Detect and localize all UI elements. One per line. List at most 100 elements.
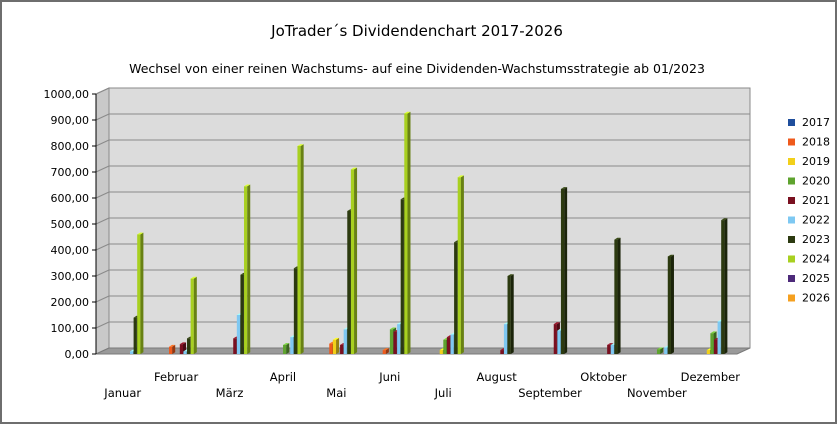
bar-front	[137, 234, 141, 354]
legend-label: 2025	[802, 272, 830, 285]
legend-label: 2018	[802, 136, 830, 149]
bar-front	[329, 343, 333, 354]
floor	[95, 347, 751, 355]
category-label: Februar	[154, 370, 198, 384]
bar-front	[350, 169, 355, 354]
bar-side	[564, 187, 568, 354]
bar-top	[382, 348, 389, 351]
category-label: Juli	[434, 386, 452, 400]
legend-item: 2025	[788, 272, 830, 285]
bar-2020-April	[283, 343, 290, 354]
bar-2024-April	[297, 144, 304, 354]
bar-front	[190, 278, 194, 354]
y-tick-label: 600,00	[51, 192, 90, 205]
bar-front	[236, 315, 241, 354]
bar-top	[507, 274, 514, 276]
chart-title: JoTrader´s Dividendenchart 2017-2026	[270, 22, 563, 40]
bar-front	[233, 338, 237, 354]
bar-front	[187, 338, 191, 354]
bar-front	[614, 239, 618, 354]
bar-front	[293, 268, 298, 354]
bar-top	[190, 276, 197, 279]
bar-top	[656, 347, 664, 350]
bar-top	[710, 331, 717, 334]
bar-2024-Juli	[457, 175, 464, 354]
category-label: Dezember	[681, 370, 741, 384]
bar-2024-Juni	[404, 111, 411, 354]
legend-item: 2017	[788, 116, 830, 129]
bar-front	[664, 347, 668, 354]
category-label: April	[270, 370, 296, 384]
bar-front	[507, 276, 511, 354]
category-label: November	[627, 386, 687, 400]
bar-side	[660, 347, 664, 354]
bar-2018-Juni	[382, 348, 389, 354]
bar-front	[240, 274, 244, 354]
bar-front	[610, 344, 614, 354]
gridline-side	[95, 321, 110, 329]
bar-front	[706, 350, 710, 354]
bar-2023-Oktober	[614, 237, 621, 354]
bar-side	[724, 218, 728, 354]
bar-top	[389, 327, 397, 330]
y-tick-label: 1000,00	[44, 88, 90, 101]
bar-front	[500, 350, 504, 354]
bar-2019-Mai	[332, 337, 340, 354]
bar-top	[607, 343, 614, 345]
y-tick-label: 500,00	[51, 218, 90, 231]
bar-front	[710, 333, 714, 354]
bar-side	[172, 344, 176, 354]
legend-swatch	[788, 255, 795, 263]
legend-swatch	[788, 119, 795, 126]
bar-side	[354, 167, 358, 354]
legend-item: 2020	[788, 175, 830, 188]
bar-side	[300, 144, 304, 354]
bar-top	[553, 322, 560, 325]
legend-swatch	[788, 236, 795, 243]
bar-front	[454, 242, 458, 354]
bar-2023-September	[560, 187, 568, 354]
bar-top	[332, 337, 340, 340]
gridline-side	[95, 165, 110, 173]
bar-side	[670, 254, 674, 354]
legend-item: 2026	[788, 292, 830, 305]
y-tick-label: 100,00	[51, 322, 90, 335]
bar-front	[656, 349, 661, 354]
bar-front	[393, 331, 397, 354]
bar-side	[286, 343, 290, 354]
chart-subtitle: Wechsel von einer reinen Wachstums- auf …	[129, 61, 705, 76]
bar-top	[283, 343, 290, 345]
bars	[130, 111, 728, 354]
bar-front	[439, 350, 443, 354]
bar-top	[404, 111, 411, 114]
gridlines	[95, 87, 750, 329]
bar-front	[607, 344, 611, 354]
bar-top	[457, 175, 464, 178]
bar-top	[179, 342, 187, 345]
bar-top	[721, 218, 728, 221]
bar-2024-März	[244, 184, 251, 354]
bar-front	[347, 211, 351, 354]
bar-top	[560, 187, 568, 189]
legend-item: 2023	[788, 233, 830, 246]
bar-front	[169, 346, 173, 354]
category-label: Oktober	[580, 370, 627, 384]
bar-front	[133, 317, 137, 354]
bar-front	[557, 330, 561, 354]
bar-front	[343, 329, 347, 354]
legend-swatch	[788, 216, 795, 224]
bar-side	[247, 184, 251, 354]
category-label: Juni	[378, 370, 400, 384]
gridline-side	[95, 87, 110, 95]
bar-top	[169, 344, 176, 347]
bar-2020-November	[656, 347, 664, 354]
bar-top	[667, 254, 674, 257]
bar-front	[553, 324, 557, 354]
gridline-side	[95, 113, 110, 121]
bar-side	[140, 232, 144, 354]
legend-item: 2024	[788, 253, 830, 266]
bar-front	[713, 339, 718, 354]
bar-front	[717, 321, 721, 354]
